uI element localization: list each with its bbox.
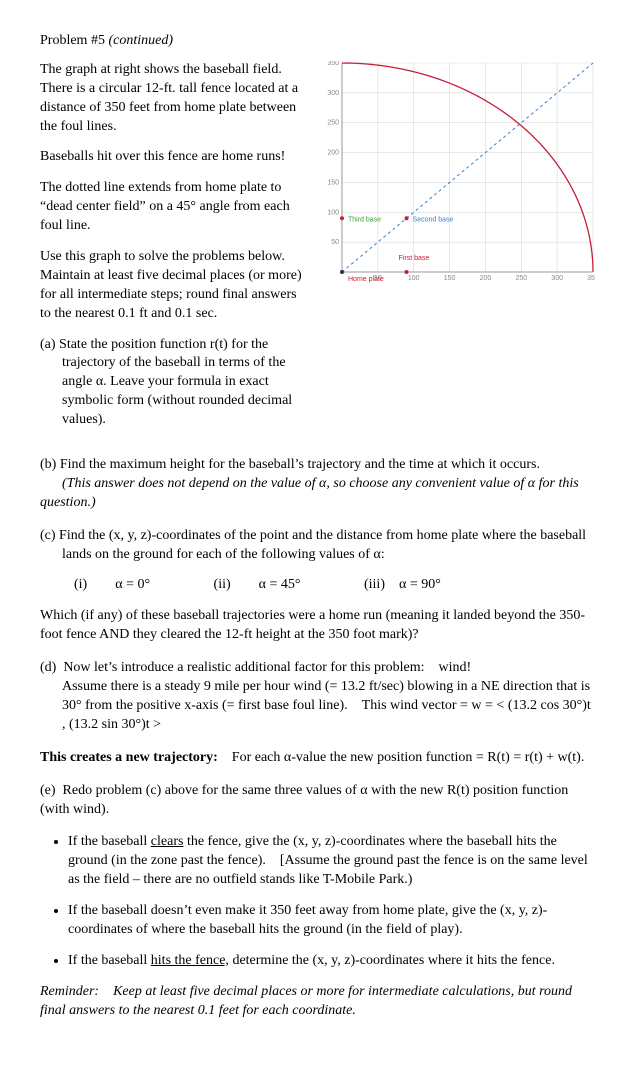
intro-para-1: The graph at right shows the baseball fi… (40, 61, 308, 137)
svg-text:150: 150 (444, 275, 456, 282)
part-c: (c) Find the (x, y, z)-coordinates of th… (40, 527, 595, 565)
reminder: Reminder: Keep at least five decimal pla… (40, 983, 595, 1021)
new-trajectory-rest: For each α-value the new position functi… (218, 750, 585, 765)
svg-text:100: 100 (327, 209, 339, 216)
bullet-clears-underline: clears (151, 834, 184, 849)
part-e: (e) Redo problem (c) above for the same … (40, 782, 595, 820)
option-ii: (ii) α = 45° (214, 576, 301, 595)
svg-text:350: 350 (327, 61, 339, 67)
svg-text:200: 200 (480, 275, 492, 282)
svg-text:250: 250 (327, 120, 339, 127)
svg-text:First base: First base (399, 255, 430, 262)
baseball-field-chart: 5050100100150150200200250250300300350350… (320, 61, 595, 442)
option-iii: (iii) α = 90° (364, 576, 441, 595)
bullet-short: If the baseball doesn’t even make it 350… (68, 902, 595, 940)
top-section: The graph at right shows the baseball fi… (40, 61, 595, 442)
svg-text:200: 200 (327, 149, 339, 156)
svg-text:50: 50 (331, 239, 339, 246)
part-c-followup: Which (if any) of these baseball traject… (40, 607, 595, 645)
part-b: (b) Find the maximum height for the base… (40, 456, 595, 513)
part-d-line2: Assume there is a steady 9 mile per hour… (40, 678, 595, 735)
title-main: Problem #5 (40, 33, 108, 48)
title-continued: (continued) (108, 33, 173, 48)
svg-text:150: 150 (327, 179, 339, 186)
part-d-line1: (d) Now let’s introduce a realistic addi… (40, 660, 471, 675)
svg-text:Third base: Third base (348, 216, 381, 223)
new-trajectory-bold: This creates a new trajectory: (40, 750, 218, 765)
intro-text-column: The graph at right shows the baseball fi… (40, 61, 308, 442)
bullet-hits-underline: hits the fence, (151, 953, 229, 968)
reminder-text: Keep at least five decimal places or mor… (40, 984, 572, 1018)
new-trajectory: This creates a new trajectory: For each … (40, 749, 595, 768)
part-b-note: (This answer does not depend on the valu… (40, 476, 579, 510)
bullet-clears: If the baseball clears the fence, give t… (68, 833, 595, 890)
svg-text:250: 250 (515, 275, 527, 282)
problem-title: Problem #5 (continued) (40, 32, 595, 51)
intro-para-4: Use this graph to solve the problems bel… (40, 248, 308, 324)
intro-para-2: Baseballs hit over this fence are home r… (40, 148, 308, 167)
option-i: (i) α = 0° (74, 576, 150, 595)
svg-text:350: 350 (587, 275, 595, 282)
bullet-hits-pre: If the baseball (68, 953, 151, 968)
part-d: (d) Now let’s introduce a realistic addi… (40, 659, 595, 735)
intro-para-3: The dotted line extends from home plate … (40, 179, 308, 236)
svg-text:Home plate: Home plate (348, 276, 384, 283)
bullet-clears-pre: If the baseball (68, 834, 151, 849)
svg-text:100: 100 (408, 275, 420, 282)
part-b-main: (b) Find the maximum height for the base… (40, 457, 540, 472)
svg-text:300: 300 (551, 275, 563, 282)
part-a: (a) State the position function r(t) for… (40, 336, 308, 430)
part-c-options: (i) α = 0° (ii) α = 45° (iii) α = 90° (74, 576, 595, 595)
bullet-hits-post: determine the (x, y, z)-coordinates wher… (229, 953, 555, 968)
svg-text:300: 300 (327, 90, 339, 97)
bullet-hits-fence: If the baseball hits the fence, determin… (68, 952, 595, 971)
reminder-label: Reminder: (40, 984, 113, 999)
bullet-list: If the baseball clears the fence, give t… (40, 833, 595, 970)
svg-text:Second base: Second base (413, 216, 454, 223)
